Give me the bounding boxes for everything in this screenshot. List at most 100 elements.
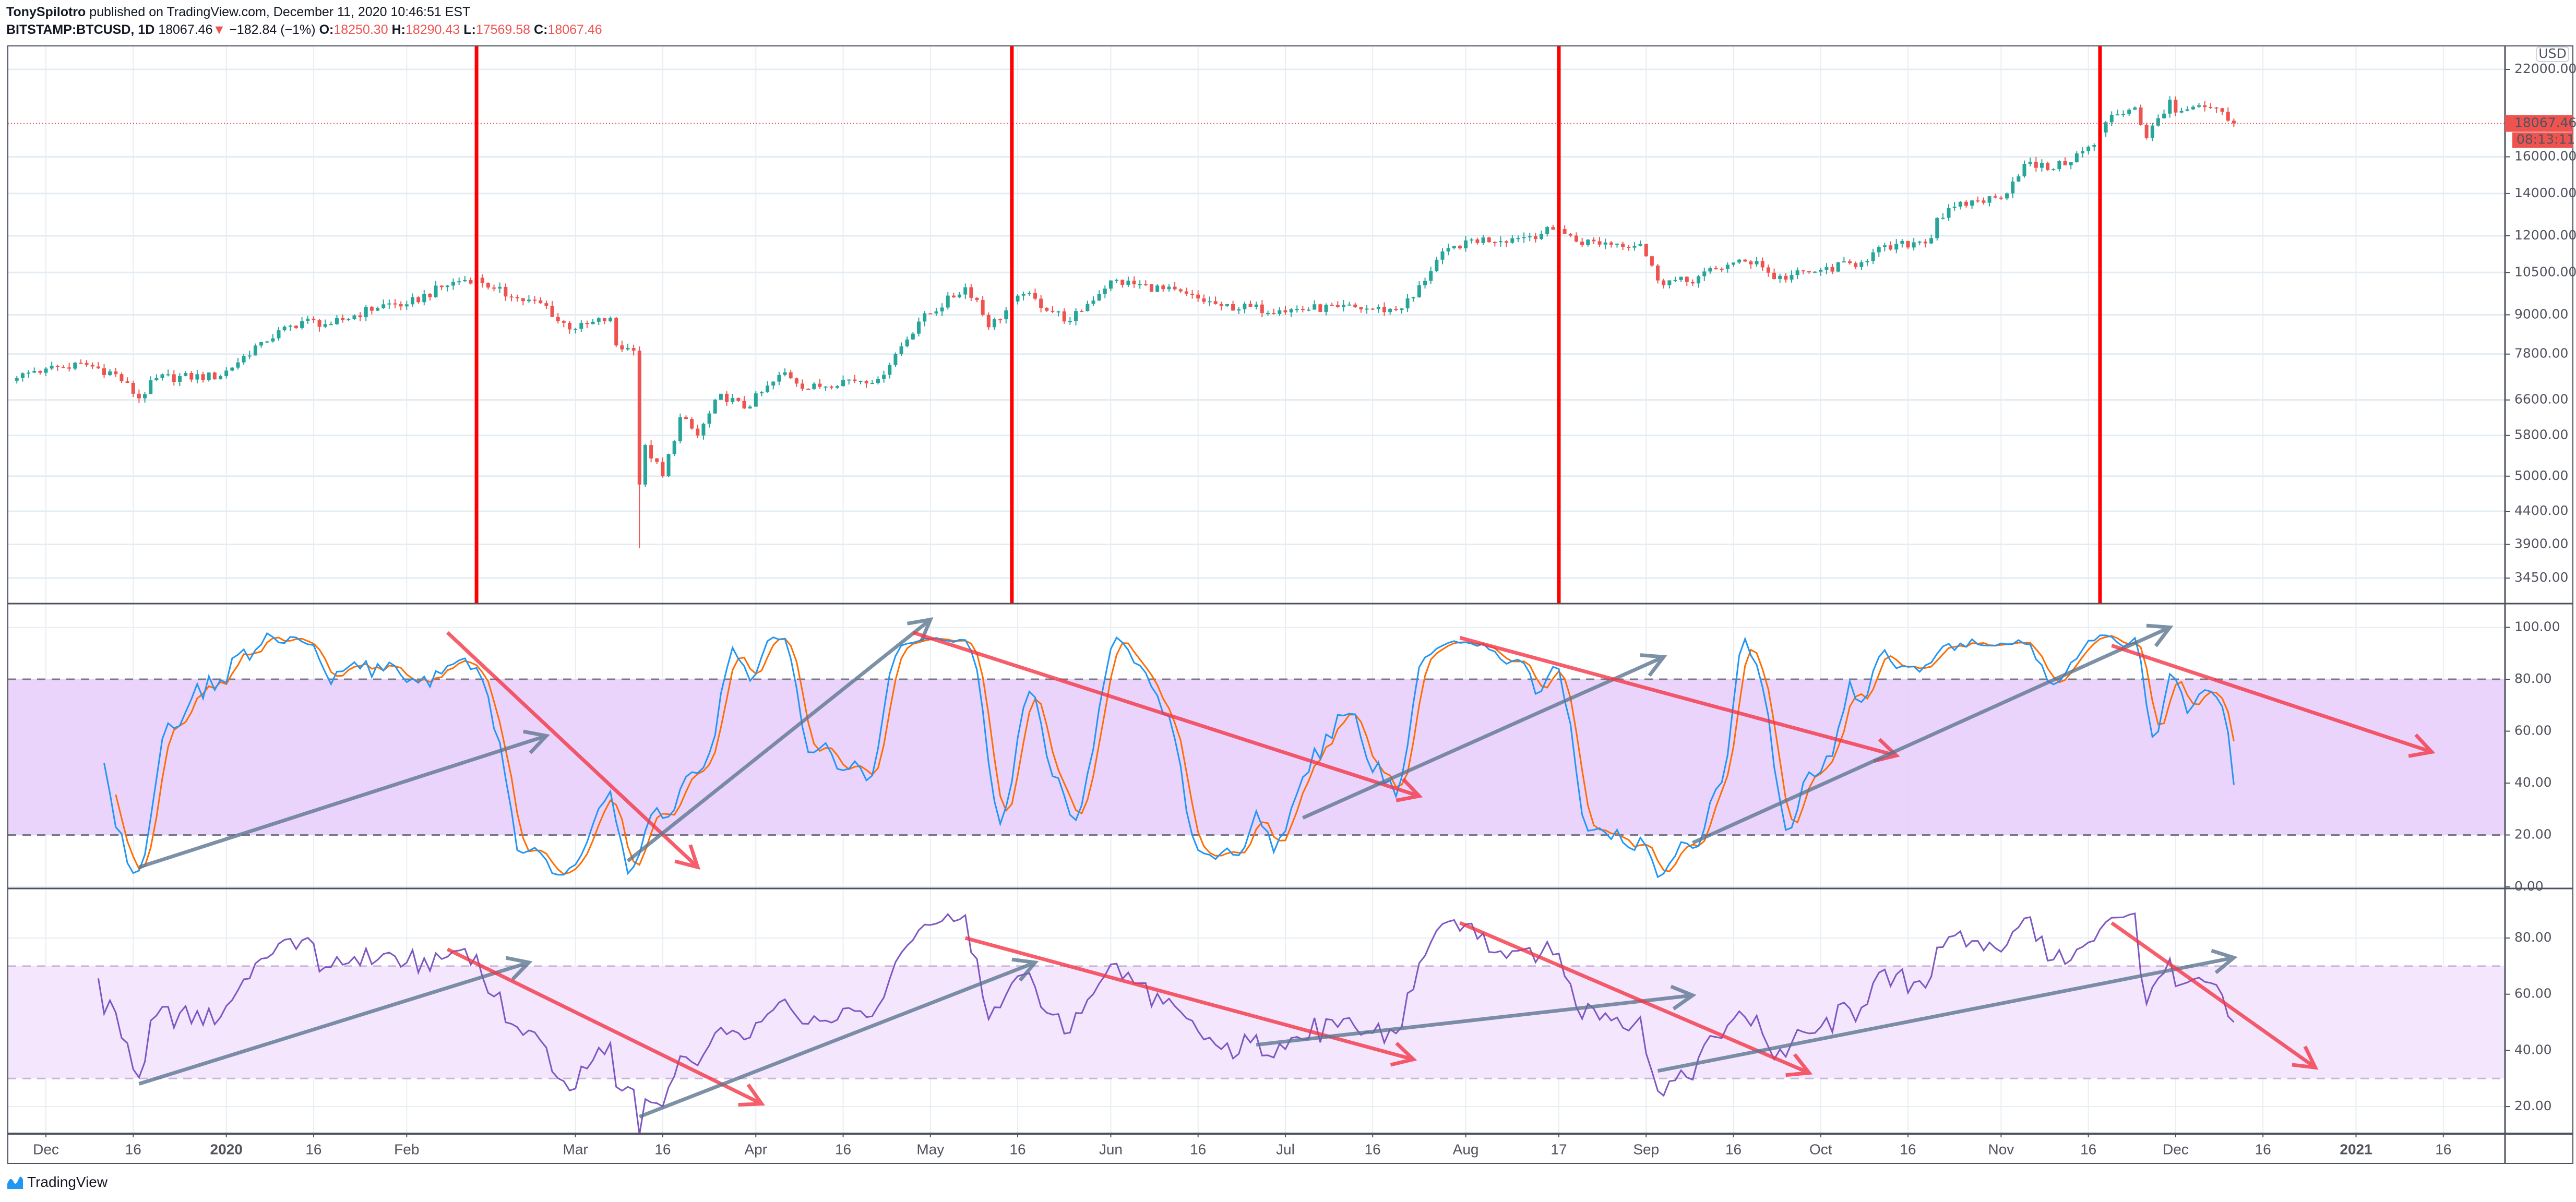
candle-body <box>108 371 112 375</box>
candle-body <box>120 374 124 381</box>
candle-body <box>2022 163 2026 177</box>
candle-body <box>207 372 211 380</box>
candle-body <box>445 285 449 287</box>
candle-body <box>2214 107 2219 109</box>
candle-body <box>1859 262 1864 267</box>
candle-body <box>1627 246 1631 248</box>
candle-body <box>1196 294 1200 299</box>
candle-body <box>2109 114 2114 123</box>
candle-body <box>1662 280 1666 285</box>
candle-body <box>288 326 292 327</box>
author-name[interactable]: TonySpilotro <box>6 5 86 19</box>
candle-body <box>1417 285 1421 297</box>
trend-arrow-down <box>2110 921 2319 1070</box>
candle-body <box>1935 218 1939 238</box>
candle-body <box>1341 305 1345 307</box>
candle-body <box>1830 267 1834 272</box>
rsi-band <box>8 966 2505 1079</box>
candle-body <box>2092 145 2096 147</box>
candle-body <box>1807 271 1811 272</box>
trend-arrows[interactable] <box>138 617 2436 1119</box>
chart-header: TonySpilotro published on TradingView.co… <box>6 3 602 39</box>
candle-body <box>876 378 880 383</box>
candle-body <box>1173 286 1177 290</box>
candle-body <box>1510 238 1514 243</box>
tradingview-logo-icon <box>7 1176 23 1189</box>
candle-body <box>1045 308 1049 311</box>
last-price-badge <box>2505 115 2573 132</box>
candle-body <box>806 389 810 390</box>
candle-body <box>457 281 461 283</box>
candle-body <box>609 318 613 321</box>
candle-body <box>184 372 188 376</box>
currency-label: USD <box>2538 46 2566 61</box>
candle-body <box>1143 284 1148 285</box>
candle-body <box>55 366 59 367</box>
trend-arrow-down <box>446 947 766 1107</box>
candle-body <box>369 307 374 311</box>
candle-body <box>2191 106 2195 110</box>
candle-body <box>428 294 432 297</box>
last-price-axis-label: 18067.46 <box>2514 115 2576 130</box>
candle-body <box>358 315 362 318</box>
trend-arrow-down <box>1459 921 1813 1077</box>
candle-body <box>1068 321 1072 322</box>
candle-body <box>27 372 31 374</box>
candle-body <box>1999 197 2003 199</box>
candle-body <box>1400 308 1404 310</box>
candle-body <box>1609 242 1613 245</box>
candle-body <box>1086 304 1090 311</box>
candle-body <box>1906 241 1910 248</box>
candle-body <box>1679 277 1683 280</box>
candle-body <box>393 303 397 305</box>
candle-body <box>463 280 467 282</box>
candle-body <box>888 365 892 375</box>
candle-body <box>853 379 857 381</box>
candle-body <box>1243 304 1247 309</box>
rsi-tick-label: 60.00 <box>2514 986 2552 1001</box>
trend-arrow-up <box>1256 984 1697 1047</box>
candle-body <box>44 368 48 373</box>
candle-body <box>20 373 25 378</box>
trend-arrow-up <box>639 957 1039 1119</box>
candle-body <box>416 297 421 303</box>
candle-body <box>1778 275 1782 279</box>
stoch-band <box>8 679 2505 835</box>
candle-body <box>707 413 711 424</box>
time-tick-label: 2021 <box>2340 1141 2372 1157</box>
candle-body <box>602 318 606 321</box>
candle-body <box>189 372 194 380</box>
candle-body <box>1505 241 1509 243</box>
tradingview-logo[interactable]: TradingView <box>6 1174 108 1191</box>
time-tick-label: Aug <box>1453 1141 1479 1157</box>
candle-body <box>1516 238 1520 239</box>
candle-body <box>381 304 386 308</box>
candle-body <box>1231 304 1235 311</box>
candle-body <box>1987 196 1991 203</box>
candle-body <box>539 300 543 304</box>
candle-body <box>1708 268 1712 272</box>
candle-body <box>818 383 822 387</box>
candle-body <box>2074 153 2079 163</box>
currency-badge <box>2536 46 2569 62</box>
candle-body <box>1760 261 1764 268</box>
candle-body <box>131 382 135 394</box>
candle-body <box>1335 305 1340 307</box>
price-tick-label: 3900.00 <box>2514 536 2568 551</box>
candle-body <box>562 321 566 323</box>
symbol-label[interactable]: BITSTAMP:BTCUSD, 1D <box>6 22 155 37</box>
candle-body <box>631 348 636 351</box>
candle-body <box>1016 295 1020 302</box>
candle-body <box>655 458 659 462</box>
candle-body <box>90 365 94 367</box>
candle-body <box>125 381 129 383</box>
candle-body <box>1132 280 1136 284</box>
candle-body <box>986 315 991 328</box>
candle-body <box>230 367 234 371</box>
candle-body <box>15 378 19 381</box>
candle-body <box>376 308 380 311</box>
open-value: 18250.30 <box>333 22 388 37</box>
candle-body <box>259 342 264 346</box>
candle-body <box>893 354 898 365</box>
